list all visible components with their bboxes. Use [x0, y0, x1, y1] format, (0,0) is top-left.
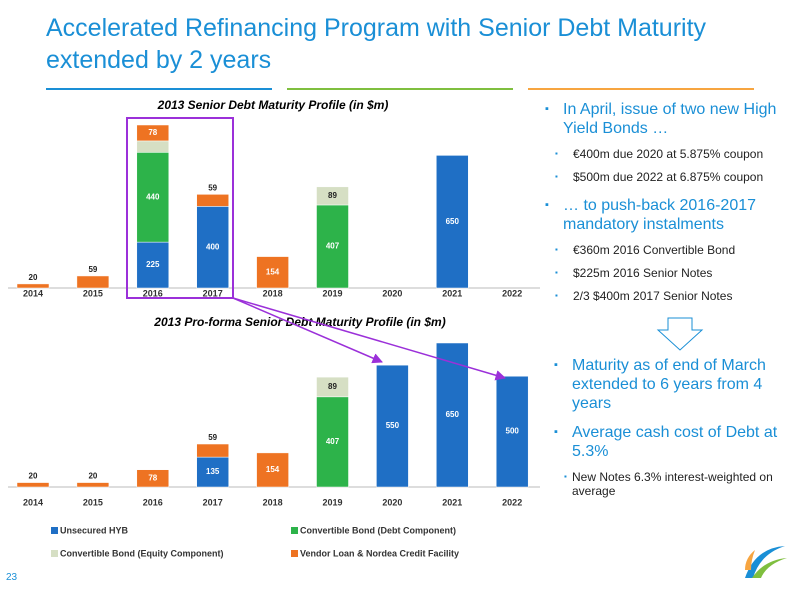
x-tick-label: 2017 — [203, 288, 223, 298]
bar-segment — [436, 342, 469, 488]
data-label: 407 — [326, 242, 340, 251]
x-tick-label: 2018 — [263, 497, 283, 507]
data-label: 650 — [446, 217, 460, 226]
data-label: 59 — [208, 433, 217, 442]
x-tick-label: 2018 — [263, 288, 283, 298]
arrow — [232, 297, 383, 364]
data-label: 89 — [328, 382, 337, 391]
legend-swatch — [291, 527, 298, 534]
bullet-group: In April, issue of two new High Yield Bo… — [545, 100, 795, 303]
bar-segment — [136, 152, 170, 243]
legend-swatch — [51, 527, 58, 534]
legend-swatch — [291, 550, 298, 557]
down-arrow — [656, 317, 704, 351]
data-label: 59 — [88, 265, 97, 274]
bar-segment — [196, 456, 229, 488]
slide-title: Accelerated Refinancing Program with Sen… — [46, 14, 707, 74]
bar-segment — [256, 452, 289, 488]
data-label: 78 — [148, 128, 157, 137]
data-label: 154 — [266, 465, 280, 474]
bar-segment — [136, 124, 170, 142]
bar-segment — [316, 396, 349, 488]
bar-segment — [76, 482, 110, 488]
bar-segment — [376, 364, 409, 488]
sub-bullet: $500m due 2022 at 6.875% coupon — [545, 170, 795, 184]
chart-title: 2013 Senior Debt Maturity Profile (in $m… — [157, 98, 389, 112]
sub-bullet: $225m 2016 Senior Notes — [545, 266, 795, 280]
bar-segment — [436, 155, 469, 289]
x-tick-label: 2022 — [502, 497, 522, 507]
x-tick-label: 2014 — [23, 497, 43, 507]
bullet: … to push-back 2016-2017 mandatory insta… — [545, 196, 795, 234]
bar-segment — [196, 443, 229, 458]
highlight-box — [126, 117, 234, 299]
data-label: 440 — [146, 192, 160, 201]
bar-segment — [196, 194, 229, 207]
sub-bullet: 2/3 $400m 2017 Senior Notes — [545, 289, 795, 303]
bar-segment — [316, 204, 349, 289]
chart-title: 2013 Pro-forma Senior Debt Maturity Prof… — [153, 315, 445, 329]
x-tick-label: 2015 — [83, 288, 103, 298]
bar-segment — [16, 283, 50, 289]
legend-label: Unsecured HYB — [60, 525, 129, 535]
x-tick-label: 2021 — [442, 288, 462, 298]
logo — [745, 546, 787, 578]
x-tick-label: 2020 — [382, 497, 402, 507]
bullet: Average cash cost of Debt at 5.3% — [554, 423, 790, 461]
data-label: 78 — [148, 473, 157, 482]
x-tick-label: 2014 — [23, 288, 43, 298]
data-label: 135 — [206, 467, 220, 476]
sub-bullet: €400m due 2020 at 5.875% coupon — [545, 147, 795, 161]
data-label: 650 — [446, 410, 460, 419]
bar-segment — [136, 140, 170, 153]
bar-segment — [136, 469, 170, 488]
bullet: In April, issue of two new High Yield Bo… — [545, 100, 795, 138]
data-label: 400 — [206, 242, 220, 251]
bar-segment — [16, 482, 50, 488]
x-tick-label: 2021 — [442, 497, 462, 507]
legend-swatch — [51, 550, 58, 557]
data-label: 20 — [88, 472, 97, 481]
arrow — [232, 297, 507, 381]
sub-bullet: New Notes 6.3% interest-weighted on aver… — [554, 470, 790, 498]
bullet-group: Maturity as of end of March extended to … — [554, 356, 790, 498]
bullet: Maturity as of end of March extended to … — [554, 356, 790, 413]
x-tick-label: 2022 — [502, 288, 522, 298]
data-label: 154 — [266, 267, 280, 276]
sub-bullet: €360m 2016 Convertible Bond — [545, 243, 795, 257]
data-label: 500 — [506, 427, 520, 436]
data-label: 89 — [328, 191, 337, 200]
x-tick-label: 2016 — [143, 288, 163, 298]
legend-label: Vendor Loan & Nordea Credit Facility — [300, 548, 459, 558]
data-label: 225 — [146, 260, 160, 269]
bar-segment — [76, 275, 110, 289]
x-tick-label: 2016 — [143, 497, 163, 507]
x-tick-label: 2019 — [322, 497, 342, 507]
bar-segment — [316, 376, 349, 398]
data-label: 407 — [326, 437, 340, 446]
bar-segment — [495, 375, 529, 488]
bar-segment — [256, 256, 289, 289]
page-number: 23 — [6, 572, 18, 583]
bar-segment — [316, 186, 349, 206]
x-tick-label: 2017 — [203, 497, 223, 507]
data-label: 20 — [29, 273, 38, 282]
data-label: 550 — [386, 421, 400, 430]
x-tick-label: 2015 — [83, 497, 103, 507]
data-label: 59 — [208, 183, 217, 192]
legend-label: Convertible Bond (Equity Component) — [60, 548, 224, 558]
data-label: 20 — [29, 472, 38, 481]
x-tick-label: 2019 — [322, 288, 342, 298]
legend-label: Convertible Bond (Debt Component) — [300, 525, 456, 535]
x-tick-label: 2020 — [382, 288, 402, 298]
bar-segment — [196, 206, 229, 289]
